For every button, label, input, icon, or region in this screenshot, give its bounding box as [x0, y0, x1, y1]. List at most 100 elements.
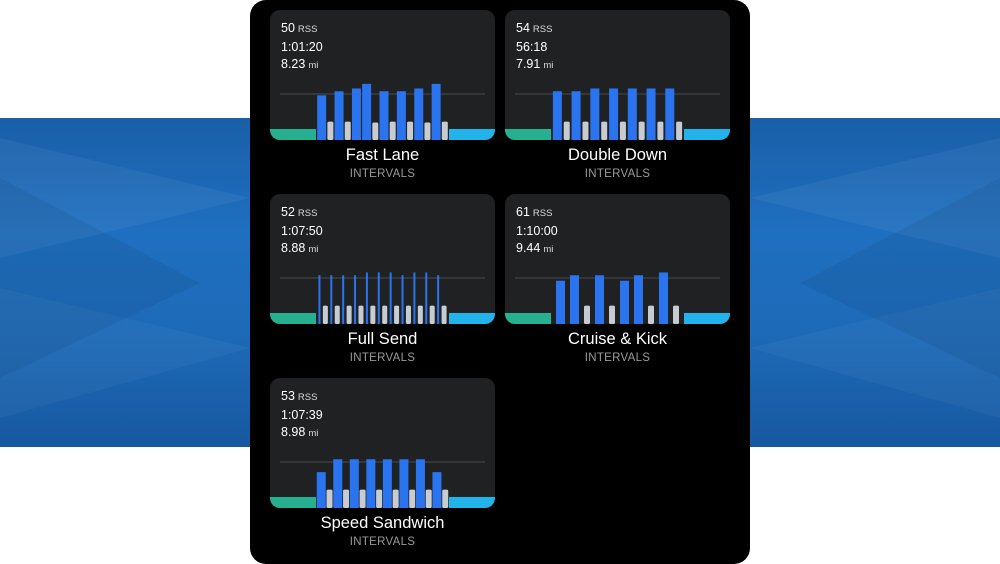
recovery-segment-bar	[676, 121, 683, 140]
workout-category: INTERVALS	[584, 168, 651, 180]
interval-segment-bar	[556, 280, 565, 324]
interval-segment-bar	[646, 88, 656, 140]
interval-segment-bar	[620, 280, 629, 324]
interval-segment-bar	[349, 459, 359, 508]
workout-stats: 53 RSS 1:07:39 8.98 mi	[281, 388, 323, 443]
workout-library-panel: 50 RSS 1:01:20 8.23 mi Fast Lane INTERVALS…	[250, 0, 750, 564]
distance-stat: 8.98 mi	[281, 425, 319, 439]
workout-profile-chart	[505, 88, 730, 140]
workout-title: Speed Sandwich	[320, 514, 445, 532]
interval-segment-bar	[396, 91, 406, 140]
interval-segment-bar	[431, 83, 441, 140]
workout-title: Full Send	[347, 330, 418, 348]
cooldown-segment-bar	[684, 312, 730, 324]
interval-segment-bar	[570, 275, 579, 324]
workout-title: Cruise & Kick	[567, 330, 668, 348]
recovery-segment-bar	[409, 489, 416, 508]
interval-segment-bar	[333, 459, 343, 508]
interval-segment-bar	[401, 275, 404, 324]
warmup-segment-bar	[270, 312, 316, 324]
workout-category: INTERVALS	[349, 168, 416, 180]
recovery-segment-bar	[417, 305, 423, 324]
recovery-segment-bar	[326, 489, 333, 508]
recovery-segment-bar	[609, 305, 615, 324]
interval-segment-bar	[365, 272, 368, 324]
recovery-segment-bar	[429, 305, 435, 324]
rss-stat: 61 RSS	[516, 205, 553, 219]
interval-segment-bar	[437, 275, 440, 324]
recovery-segment-bar	[442, 489, 449, 508]
warmup-segment-bar	[505, 128, 551, 140]
interval-segment-bar	[389, 272, 392, 324]
interval-segment-bar	[316, 472, 326, 508]
recovery-segment-bar	[376, 489, 383, 508]
duration-stat: 1:10:00	[516, 223, 558, 238]
distance-stat: 8.88 mi	[281, 241, 319, 255]
recovery-segment-bar	[359, 489, 366, 508]
recovery-segment-bar	[346, 305, 352, 324]
recovery-segment-bar	[619, 121, 626, 140]
workout-category: INTERVALS	[584, 352, 651, 364]
interval-segment-bar	[317, 95, 327, 140]
recovery-segment-bar	[425, 489, 432, 508]
recovery-segment-bar	[657, 121, 664, 140]
workout-title: Double Down	[567, 146, 668, 164]
interval-segment-bar	[342, 275, 345, 324]
warmup-segment-bar	[505, 312, 551, 324]
interval-segment-bar	[354, 275, 357, 324]
interval-segment-bar	[399, 459, 409, 508]
rss-stat: 53 RSS	[281, 389, 318, 403]
background-chevron-pattern	[0, 138, 1000, 418]
interval-segment-bar	[382, 459, 392, 508]
workout-card-double-down[interactable]: 54 RSS 56:18 7.91 mi	[505, 10, 730, 140]
recovery-segment-bar	[601, 121, 608, 140]
workout-stats: 61 RSS 1:10:00 9.44 mi	[516, 204, 558, 259]
interval-segment-bar	[413, 272, 416, 324]
recovery-segment-bar	[584, 305, 590, 324]
interval-segment-bar	[362, 83, 372, 140]
warmup-segment-bar	[270, 128, 316, 140]
workout-title: Fast Lane	[345, 146, 420, 164]
interval-segment-bar	[432, 472, 442, 508]
recovery-segment-bar	[382, 305, 388, 324]
interval-segment-bar	[415, 459, 425, 508]
recovery-segment-bar	[441, 121, 448, 140]
workout-card-cruise-and-kick[interactable]: 61 RSS 1:10:00 9.44 mi	[505, 194, 730, 324]
recovery-segment-bar	[389, 121, 396, 140]
interval-segment-bar	[379, 91, 389, 140]
interval-segment-bar	[627, 88, 637, 140]
duration-stat: 1:01:20	[281, 39, 323, 54]
workout-stats: 54 RSS 56:18 7.91 mi	[516, 20, 553, 75]
recovery-segment-bar	[370, 305, 376, 324]
recovery-segment-bar	[344, 121, 351, 140]
cooldown-segment-bar	[684, 128, 730, 140]
distance-stat: 9.44 mi	[516, 241, 554, 255]
workout-card-speed-sandwich[interactable]: 53 RSS 1:07:39 8.98 mi	[270, 378, 495, 508]
interval-segment-bar	[609, 88, 619, 140]
recovery-segment-bar	[407, 121, 414, 140]
interval-segment-bar	[590, 88, 600, 140]
recovery-segment-bar	[638, 121, 645, 140]
interval-segment-bar	[552, 91, 562, 140]
workout-profile-chart	[270, 272, 495, 324]
rss-stat: 54 RSS	[516, 21, 553, 35]
interval-segment-bar	[330, 275, 333, 324]
workout-profile-chart	[505, 272, 730, 324]
cooldown-segment-bar	[449, 312, 495, 324]
recovery-segment-bar	[582, 121, 589, 140]
recovery-segment-bar	[394, 305, 400, 324]
recovery-segment-bar	[441, 305, 447, 324]
distance-stat: 8.23 mi	[281, 57, 319, 71]
recovery-segment-bar	[327, 121, 334, 140]
recovery-segment-bar	[405, 305, 411, 324]
workout-stats: 50 RSS 1:01:20 8.23 mi	[281, 20, 323, 75]
cooldown-segment-bar	[449, 496, 495, 508]
recovery-segment-bar	[673, 305, 679, 324]
interval-segment-bar	[634, 275, 643, 324]
rss-stat: 50 RSS	[281, 21, 318, 35]
workout-card-full-send[interactable]: 52 RSS 1:07:50 8.88 mi	[270, 194, 495, 324]
recovery-segment-bar	[424, 122, 431, 140]
recovery-segment-bar	[343, 489, 350, 508]
interval-segment-bar	[377, 272, 380, 324]
workout-card-fast-lane[interactable]: 50 RSS 1:01:20 8.23 mi	[270, 10, 495, 140]
